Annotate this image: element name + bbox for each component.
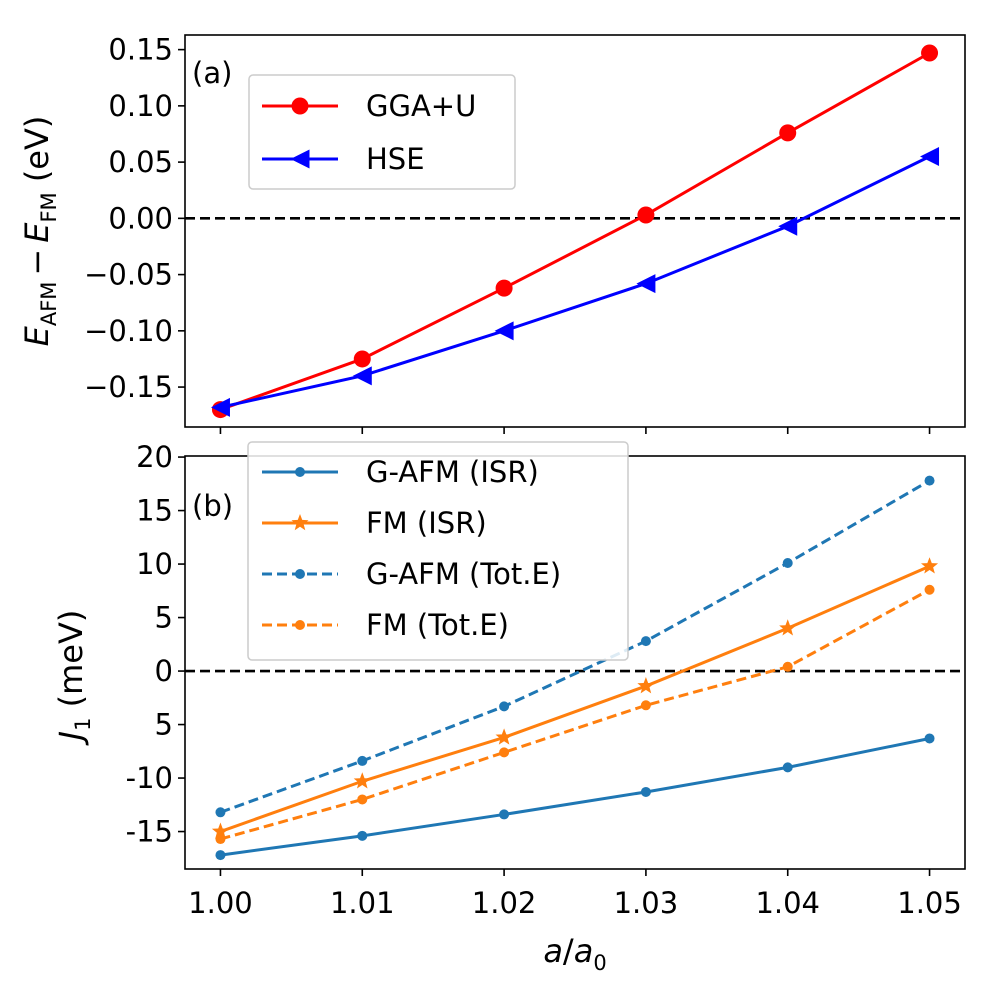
panel-a-ylabel: EAFM−EFM (eV) (18, 116, 61, 347)
panel-b-xtick-label: 1.00 (188, 886, 253, 920)
panel-a-ytick-label: −0.05 (84, 258, 173, 292)
panel-b-xtick-label: 1.04 (755, 886, 820, 920)
panel-b-series-fm-isr-point (353, 772, 371, 789)
panel-a-ytick-label: −0.10 (84, 314, 173, 348)
panel-a-label: (a) (192, 56, 232, 90)
panel-a-series-hse-point (778, 216, 798, 236)
panel-b-xlabel: a/a0 (543, 932, 606, 975)
panel-b-series-fm-tot-e-point (499, 747, 510, 758)
panel-b-series-g-afm-isr-point (499, 809, 510, 820)
panel-a-legend-marker (290, 149, 310, 169)
panel-b-series-g-afm-tot-e-point (215, 807, 226, 818)
panel-a-legend-label: GGA+U (366, 89, 476, 123)
panel-b-ytick-label: 5 (155, 708, 173, 742)
panel-b-series-g-afm-tot-e-point (782, 557, 793, 568)
panel-a-ytick-label: 0.00 (108, 201, 173, 235)
panel-a-series-hse-point (920, 146, 940, 166)
panel-b-label: (b) (192, 489, 233, 523)
panel-b-ylabel: J1 (meV) (52, 610, 95, 747)
panel-b-series-fm-isr-point (920, 557, 939, 574)
panel-a-series-gga-u-line (219, 51, 931, 411)
panel-b-series-g-afm-isr-line (220, 737, 930, 857)
panel-a-series-hse-line (220, 155, 931, 409)
panel-b-xtick-label: 1.05 (897, 886, 962, 920)
panel-a-series-gga-u-point (353, 350, 371, 368)
panel-b-series-fm-isr-point (495, 728, 513, 745)
panel-b-series-fm-isr-point (779, 619, 797, 636)
panel-a-series-hse-point (494, 321, 514, 341)
panel-a-energy-difference: −0.15 −0.10 −0.05 0.00 0.05 0.10 0.15 (a) EAFM… (18, 33, 966, 434)
panel-a-ytick-label: 0.10 (108, 89, 173, 123)
panel-b-series-fm-tot-e-point (357, 794, 368, 805)
panel-b-series-g-afm-isr-point (640, 786, 651, 797)
panel-b-legend-label: G-AFM (Tot.E) (366, 557, 561, 591)
panel-a-series-hse (210, 146, 940, 417)
panel-b-series-g-afm-isr-point (782, 762, 793, 773)
panel-a-series-gga-u-point (921, 44, 939, 62)
panel-b-series-fm-isr-point (637, 677, 655, 694)
panel-a-ytick-label: 0.15 (108, 33, 173, 67)
panel-a-legend: GGA+U HSE (248, 74, 516, 190)
panel-b-xtick-label: 1.01 (330, 886, 395, 920)
panel-b-series-g-afm-tot-e (215, 475, 935, 818)
panel-b-exchange-coupling: -15 -10 5 0 5 10 15 20 1.00 1.01 1.02 1.03 1.04 1.05… (52, 440, 966, 975)
panel-b-legend-marker (295, 620, 305, 630)
panel-b-series-g-afm-isr-point (215, 850, 226, 861)
panel-a-series-gga-u-point (779, 124, 797, 142)
panel-b-series-g-afm-tot-e-point (499, 701, 510, 712)
panel-a-series-hse-point (636, 274, 656, 294)
panel-b-xtick-label: 1.02 (472, 886, 537, 920)
panel-b-ytick-label: 5 (155, 601, 173, 635)
panel-b-series-fm-tot-e-point (215, 834, 226, 845)
panel-b-legend-label: G-AFM (ISR) (366, 455, 539, 489)
panel-b-ytick-label: 10 (136, 547, 173, 581)
panel-a-series-hse-point (352, 366, 372, 386)
panel-b-legend: G-AFM (ISR) FM (ISR) G-AFM (Tot.E) FM (Tot.… (247, 441, 629, 661)
panel-b-legend-marker (291, 514, 309, 531)
panel-b-series-fm-isr-point (211, 822, 230, 839)
panel-b-series-g-afm-tot-e-point (924, 475, 935, 486)
panel-a-legend-marker (291, 97, 309, 115)
panel-b-series-g-afm-tot-e-point (357, 755, 368, 766)
panel-b-series-g-afm-tot-e-point (640, 636, 651, 647)
panel-b-legend-box (247, 441, 629, 661)
panel-a-legend-label: HSE (366, 142, 425, 176)
panel-b-series-fm-tot-e-point (924, 584, 935, 595)
panel-b-series-g-afm-tot-e-line (219, 479, 931, 814)
panel-a-axes-frame (184, 34, 966, 428)
panel-b-series-g-afm-isr-point (357, 830, 368, 841)
panel-b-series-fm-tot-e-point (782, 661, 793, 672)
panel-a-series-gga-u-point (495, 279, 513, 297)
panel-b-series-fm-tot-e-point (640, 700, 651, 711)
panel-b-ytick-label: -15 (126, 815, 173, 849)
panel-b-xtick-label: 1.03 (614, 886, 679, 920)
panel-a-series-gga-u-point (637, 206, 655, 224)
panel-b-series-fm-tot-e (215, 584, 935, 845)
panel-b-legend-marker (295, 467, 305, 477)
panel-b-ytick-label: 20 (136, 440, 173, 474)
panel-b-ytick-label: 0 (155, 654, 173, 688)
panel-a-ytick-label: 0.05 (108, 145, 173, 179)
panel-b-legend-label: FM (Tot.E) (366, 608, 509, 642)
panel-b-series-fm-isr-line (219, 564, 931, 833)
panel-b-legend-label: FM (ISR) (366, 506, 487, 540)
panel-b-series-fm-tot-e-line (220, 588, 931, 841)
panel-b-legend-marker (295, 569, 305, 579)
panel-b-ytick-label: 15 (136, 494, 173, 528)
panel-b-series-fm-isr (211, 557, 939, 839)
panel-b-series-g-afm-isr (215, 733, 935, 861)
panel-a-ytick-label: −0.15 (84, 370, 173, 404)
panel-b-ytick-label: -10 (126, 761, 173, 795)
panel-a-series-hse-point (210, 397, 230, 417)
panel-b-series-g-afm-isr-point (924, 733, 935, 744)
